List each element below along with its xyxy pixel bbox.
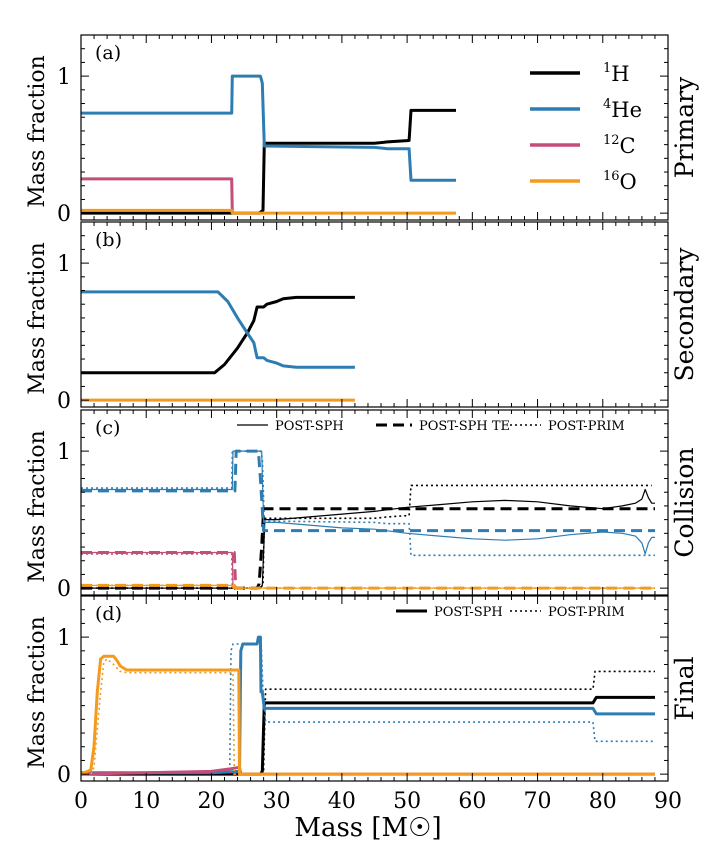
series-he-dotted bbox=[81, 637, 655, 774]
panel-2: 0 1 (b) Mass fraction Secondary bbox=[25, 221, 699, 414]
axes-frame bbox=[80, 595, 669, 782]
legend-label: POST-PRIM bbox=[548, 419, 625, 434]
series-h-solid bbox=[81, 488, 655, 589]
legend-label: 1H bbox=[603, 61, 630, 86]
legend-label: 4He bbox=[603, 97, 642, 122]
series-h-solid bbox=[81, 108, 456, 215]
axes-frame bbox=[80, 409, 669, 596]
legend-label: 16O bbox=[603, 169, 637, 194]
axes-frame bbox=[80, 34, 669, 221]
y-tick-label: 1 bbox=[57, 440, 71, 465]
series-h-dashed bbox=[81, 507, 655, 590]
series-h-solid bbox=[81, 295, 355, 375]
panel-label: (d) bbox=[95, 603, 122, 625]
y-tick-label: 1 bbox=[57, 252, 71, 277]
legend-label: POST-SPH bbox=[275, 419, 344, 434]
x-tick-label: 10 bbox=[132, 789, 160, 814]
panel-side-label: Primary bbox=[670, 76, 699, 178]
y-tick-label: 1 bbox=[57, 626, 71, 651]
x-tick-label: 60 bbox=[458, 789, 486, 814]
panel-side-label: Collision bbox=[670, 447, 699, 557]
y-axis-label: Mass fraction bbox=[25, 55, 50, 208]
y-tick-label: 0 bbox=[57, 577, 71, 602]
series-c-solid bbox=[81, 551, 234, 587]
series-he-solid bbox=[81, 635, 655, 775]
y-tick-label: 0 bbox=[57, 763, 71, 788]
legend-label: POST-PRIM bbox=[548, 605, 625, 620]
series-o-dotted bbox=[81, 584, 655, 589]
axes-frame bbox=[80, 221, 669, 408]
x-tick-label: 20 bbox=[197, 789, 225, 814]
series-o-dotted bbox=[81, 658, 655, 775]
x-tick-label: 80 bbox=[589, 789, 617, 814]
x-tick-label: 30 bbox=[263, 789, 291, 814]
x-tick-label: 90 bbox=[654, 789, 682, 814]
series-c-dotted bbox=[81, 553, 234, 587]
y-axis-label: Mass fraction bbox=[25, 616, 50, 769]
panel-1: 0 1 (a) Mass fraction Primary 1H 4He 12C 16O bbox=[25, 34, 699, 227]
x-tick-label: 40 bbox=[328, 789, 356, 814]
panel-side-label: Secondary bbox=[670, 247, 699, 382]
panel-label: (b) bbox=[95, 229, 122, 251]
y-axis-label: Mass fraction bbox=[25, 242, 50, 395]
series-he-dotted bbox=[81, 450, 655, 557]
legend-label: 12C bbox=[603, 133, 636, 158]
y-tick-label: 0 bbox=[57, 389, 71, 414]
panel-label: (c) bbox=[95, 417, 120, 439]
y-tick-label: 1 bbox=[57, 65, 71, 90]
series-c-dashed bbox=[81, 551, 238, 587]
series-o-solid bbox=[80, 654, 655, 776]
panel-4: 0 1 (d) Mass fraction Final POST-SPH POST-PRIM… bbox=[25, 595, 699, 814]
x-tick-label: 0 bbox=[74, 789, 88, 814]
x-tick-label: 50 bbox=[393, 789, 421, 814]
legend-label: POST-SPH TE bbox=[419, 419, 510, 434]
series-he-solid bbox=[81, 290, 355, 369]
panels: 0 1 (a) Mass fraction Primary 1H 4He 12C 16O 0 1 (b… bbox=[25, 34, 699, 814]
series-c-solid bbox=[81, 177, 234, 212]
legend: POST-SPH POST-PRIM bbox=[396, 605, 625, 620]
legend: 1H 4He 12C 16O bbox=[530, 61, 642, 194]
panel-side-label: Final bbox=[670, 656, 699, 720]
series-he-dashed bbox=[81, 449, 655, 533]
series-o-solid bbox=[81, 208, 456, 215]
series-h-dotted bbox=[81, 484, 652, 589]
x-axis-label: Mass [M☉] bbox=[294, 813, 441, 843]
legend-label: POST-SPH bbox=[434, 605, 503, 620]
panel-label: (a) bbox=[95, 42, 121, 64]
series-he-solid bbox=[81, 74, 456, 182]
legend: POST-SPH POST-SPH TE POST-PRIM bbox=[237, 419, 625, 434]
series-he-solid bbox=[81, 450, 655, 555]
x-tick-label: 70 bbox=[524, 789, 552, 814]
y-axis-label: Mass fraction bbox=[25, 430, 50, 583]
y-tick-label: 0 bbox=[57, 202, 71, 227]
